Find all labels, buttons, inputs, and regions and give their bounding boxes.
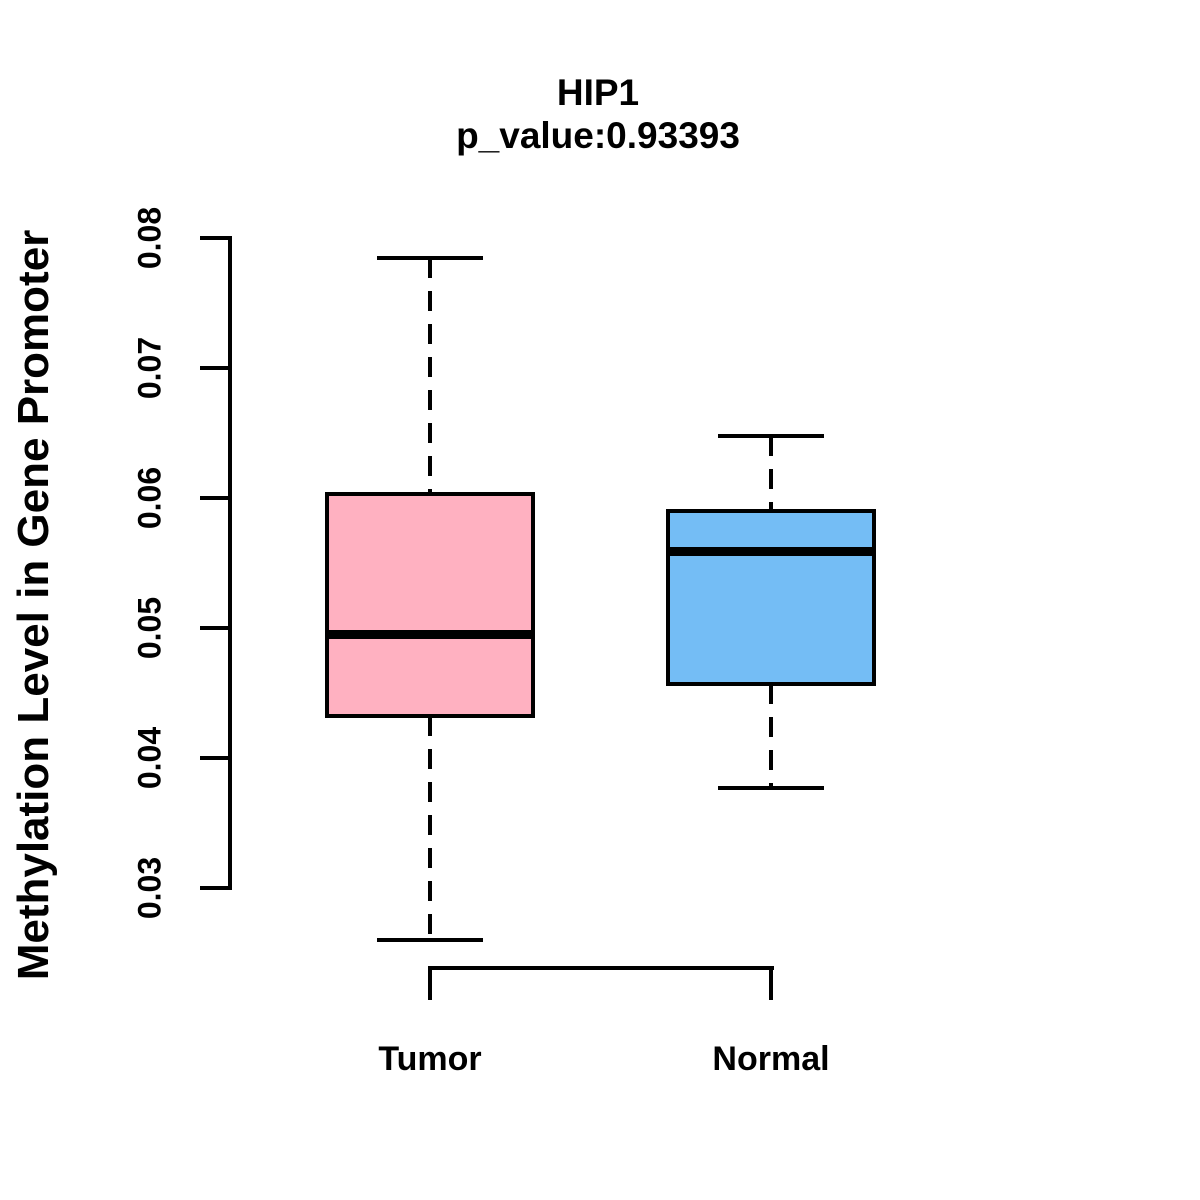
x-axis-tick-normal (769, 966, 773, 1000)
normal-upper-whisker-cap (718, 434, 824, 438)
x-axis-tick-tumor (428, 966, 432, 1000)
tumor-lower-whisker (428, 716, 432, 940)
y-axis-tick-label: 0.03 (131, 856, 168, 920)
normal-lower-whisker-cap (718, 786, 824, 790)
tumor-lower-whisker-cap (377, 938, 483, 942)
x-axis-label-tumor: Tumor (378, 1040, 482, 1078)
y-axis-tick (200, 236, 228, 240)
chart-title: HIP1 (556, 72, 640, 113)
y-axis-line (228, 236, 232, 890)
chart-subtitle: p_value:0.93393 (456, 115, 740, 156)
y-axis-tick-label: 0.04 (131, 726, 168, 790)
y-axis-tick (200, 756, 228, 760)
x-axis-label-normal: Normal (712, 1040, 830, 1078)
normal-upper-whisker (769, 436, 773, 511)
normal-lower-whisker (769, 684, 773, 788)
y-axis-tick-label: 0.08 (131, 206, 168, 270)
tumor-median-line (327, 630, 533, 639)
tumor-box (325, 492, 535, 718)
y-axis-tick (200, 366, 228, 370)
y-axis-tick-label: 0.05 (131, 596, 168, 660)
x-axis-line (428, 966, 774, 970)
tumor-upper-whisker (428, 258, 432, 495)
tumor-upper-whisker-cap (377, 256, 483, 260)
y-axis-tick-label: 0.07 (131, 336, 168, 400)
normal-box (666, 509, 876, 686)
y-axis-tick (200, 626, 228, 630)
normal-median-line (668, 547, 874, 556)
y-axis-tick-label: 0.06 (131, 466, 168, 530)
y-axis-tick (200, 496, 228, 500)
y-axis-tick (200, 886, 228, 890)
